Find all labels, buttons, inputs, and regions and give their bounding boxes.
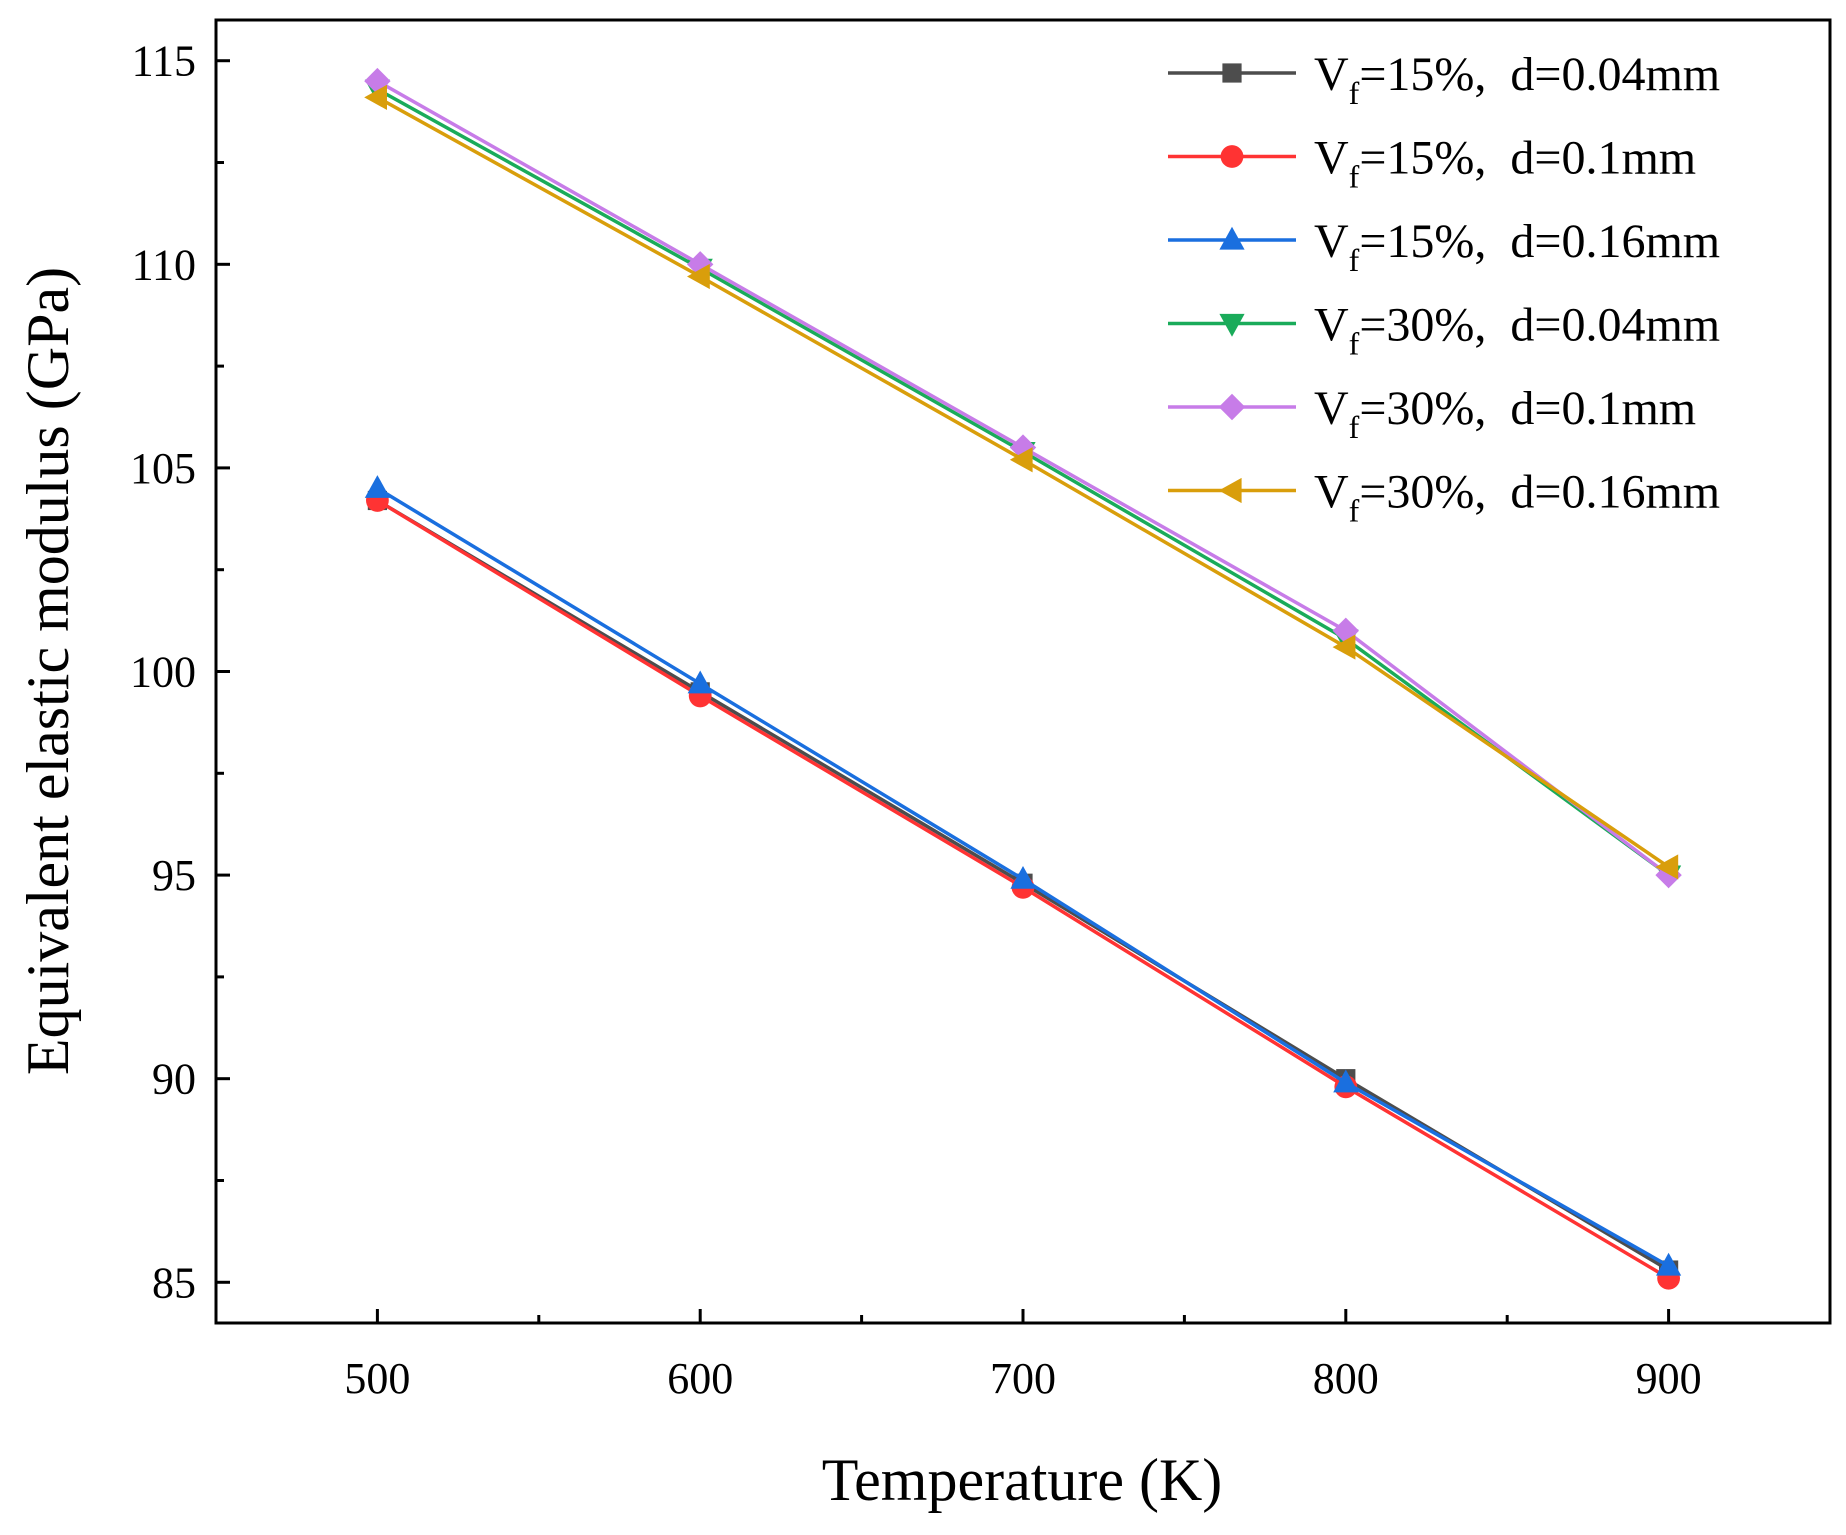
series-layer (364, 67, 1682, 1290)
legend-label-main: V (1314, 215, 1349, 268)
y-tick-label: 110 (132, 240, 196, 289)
legend-label-sub: f (1349, 75, 1360, 111)
legend-item: Vf=30%, d=0.04mm (1168, 299, 1720, 362)
legend-label-main: V (1314, 132, 1349, 185)
legend-label-rest: =30%, d=0.1mm (1359, 382, 1696, 435)
legend-item: Vf=15%, d=0.1mm (1168, 132, 1696, 195)
legend-label-sub: f (1349, 242, 1360, 278)
legend-label-rest: =30%, d=0.04mm (1359, 299, 1720, 352)
legend-label: Vf=15%, d=0.16mm (1314, 215, 1720, 278)
x-tick-label: 900 (1636, 1354, 1702, 1403)
legend-label-rest: =15%, d=0.1mm (1359, 132, 1696, 185)
legend-marker (1220, 145, 1244, 168)
y-axis-title: Equivalent elastic modulus (GPa) (15, 267, 81, 1075)
y-tick-label: 115 (132, 37, 196, 86)
legend-marker (1218, 393, 1246, 421)
legend-label-sub: f (1349, 159, 1360, 195)
legend-label: Vf=15%, d=0.1mm (1314, 132, 1696, 195)
series-3 (364, 475, 1682, 1276)
legend-label-rest: =15%, d=0.04mm (1359, 48, 1720, 101)
y-tick-label: 90 (152, 1055, 196, 1104)
x-axis-title: Temperature (K) (822, 1447, 1223, 1513)
x-tick-label: 500 (344, 1354, 410, 1403)
data-point (364, 475, 390, 498)
x-tick-label: 800 (1313, 1354, 1379, 1403)
data-point (1332, 634, 1356, 660)
data-point (687, 263, 710, 290)
legend-item: Vf=15%, d=0.16mm (1168, 215, 1720, 278)
legend-item: Vf=30%, d=0.16mm (1168, 466, 1720, 529)
legend-label: Vf=30%, d=0.04mm (1314, 299, 1720, 362)
legend-label-sub: f (1349, 409, 1360, 445)
y-axis: 85 90 95 100 105 110 115 (130, 37, 230, 1307)
legend-label-main: V (1314, 299, 1349, 352)
legend-label: Vf=30%, d=0.16mm (1314, 466, 1720, 529)
legend-marker (1222, 63, 1242, 83)
x-tick-label: 600 (667, 1354, 733, 1403)
legend-label: Vf=15%, d=0.04mm (1314, 48, 1720, 111)
data-point (687, 670, 713, 694)
data-point (1010, 865, 1036, 889)
legend-label: Vf=30%, d=0.1mm (1314, 382, 1696, 445)
y-tick-label: 105 (130, 444, 196, 493)
legend-label-sub: f (1349, 493, 1360, 529)
data-point (1009, 447, 1033, 473)
legend-label-main: V (1314, 48, 1349, 101)
legend-label-main: V (1314, 382, 1349, 435)
data-point (364, 84, 387, 110)
x-tick-label: 700 (990, 1354, 1056, 1403)
data-point (1655, 854, 1679, 880)
data-point (687, 251, 714, 278)
data-point (1333, 1069, 1359, 1093)
legend-marker (1218, 477, 1242, 504)
y-tick-label: 85 (152, 1258, 196, 1307)
legend-label-rest: =15%, d=0.16mm (1359, 215, 1720, 268)
legend-item: Vf=15%, d=0.04mm (1168, 48, 1720, 111)
legend-item: Vf=30%, d=0.1mm (1168, 382, 1696, 445)
series-6 (364, 84, 1679, 880)
legend-marker (1219, 313, 1245, 337)
legend-label-sub: f (1349, 326, 1360, 362)
y-tick-label: 95 (152, 851, 196, 900)
x-axis: 500 600 700 800 900 (214, 1309, 1832, 1403)
y-tick-label: 100 (130, 648, 196, 697)
legend-label-main: V (1314, 466, 1349, 519)
data-point (1656, 1252, 1682, 1276)
legend-marker (1219, 226, 1245, 250)
legend-label-rest: =30%, d=0.16mm (1359, 466, 1720, 519)
